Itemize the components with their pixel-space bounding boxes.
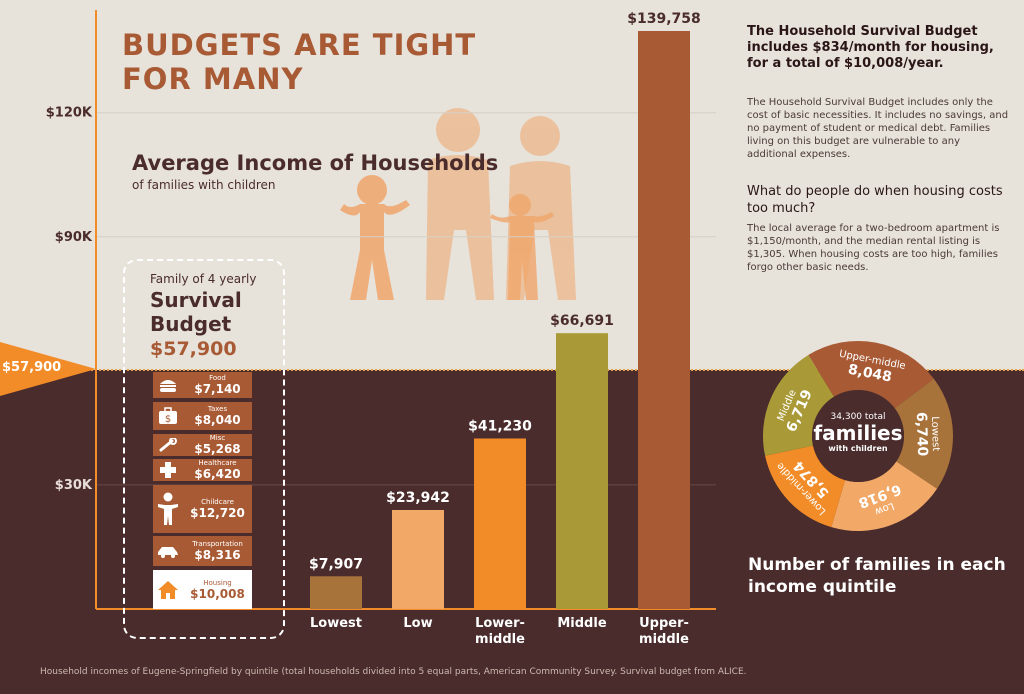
donut-segment-middle xyxy=(763,355,834,456)
donut-center-total: 34,300 total xyxy=(830,412,886,422)
donut-segment-lowest xyxy=(894,378,953,489)
svg-text:$: $ xyxy=(165,414,171,425)
budget-item-value: $8,040 xyxy=(194,413,241,427)
survival-budget-total: $57,900 xyxy=(150,338,237,360)
donut-segment-low xyxy=(831,461,938,531)
families-donut-chart: Upper-middle8,048Lowest6,740Low6,918Lowe… xyxy=(763,341,953,531)
budget-item-name: Food xyxy=(209,374,226,382)
donut-segment-lower-middle xyxy=(765,445,846,528)
bar-upper-middle xyxy=(638,31,690,609)
bar-value-label: $23,942 xyxy=(386,490,450,506)
budget-item-value: $5,268 xyxy=(194,442,241,456)
car-icon xyxy=(153,544,183,558)
right-paragraph-1: The Household Survival Budget includes o… xyxy=(747,97,1009,160)
budget-item-healthcare: Healthcare $6,420 xyxy=(153,459,252,481)
budget-item-misc: Misc $5,268 xyxy=(153,434,252,456)
budget-item-value: $6,420 xyxy=(194,467,241,481)
budget-item-name: Healthcare xyxy=(198,459,237,467)
income-bar-chart: $30K $90K $120K $7,907 Lowest $23,942 Low $41,2… xyxy=(46,10,716,647)
budget-item-value: $10,008 xyxy=(190,586,245,601)
donut-hole xyxy=(812,390,904,482)
budget-item-name: Housing xyxy=(203,578,232,587)
y-tick-label: $90K xyxy=(55,230,93,245)
survival-threshold-line xyxy=(0,369,1024,371)
donut-center: 34,300 total families with children xyxy=(812,412,904,453)
survival-budget-box xyxy=(123,259,285,639)
survival-budget-heading-small: Family of 4 yearly xyxy=(150,272,257,286)
bar-value-label: $66,691 xyxy=(550,313,614,329)
budget-item-value: $8,316 xyxy=(194,548,241,562)
medical-cross-icon xyxy=(153,461,183,479)
briefcase-dollar-icon: $ xyxy=(153,407,183,425)
x-category-label: Low xyxy=(403,616,432,631)
wrench-icon xyxy=(153,438,183,452)
headline: BUDGETS ARE TIGHT FOR MANY xyxy=(122,28,477,96)
survival-marker xyxy=(0,342,96,396)
budget-item-name: Misc xyxy=(209,434,226,442)
burger-icon xyxy=(153,377,183,393)
budget-item-name: Childcare xyxy=(201,498,234,506)
right-question: What do people do when housing costs too… xyxy=(747,184,1003,216)
chart-title: Average Income of Households xyxy=(132,151,499,175)
budget-item-name: Taxes xyxy=(207,405,228,413)
x-category-label: Lowest xyxy=(310,616,362,631)
bar-value-label: $7,907 xyxy=(309,556,363,572)
budget-item-name: Transportation xyxy=(192,540,243,548)
donut-segment-upper-middle xyxy=(808,341,934,409)
budget-item-transportation: Transportation $8,316 xyxy=(153,536,252,566)
x-category-label: Upper-middle xyxy=(639,616,689,647)
x-category-label: Middle xyxy=(557,616,606,631)
survival-budget-heading: Survival Budget xyxy=(150,288,242,336)
survival-budget-header: Family of 4 yearly Survival Budget $57,9… xyxy=(150,272,280,360)
bar-lowest xyxy=(310,576,362,609)
right-paragraph-2: The local average for a two-bedroom apar… xyxy=(747,223,1000,273)
x-category-label: Lower-middle xyxy=(475,616,525,647)
child-icon xyxy=(153,492,183,526)
donut-center-families: families xyxy=(813,421,903,445)
y-tick-label: $120K xyxy=(46,106,93,121)
budget-item-food: Food $7,140 xyxy=(153,372,252,398)
donut-center-subtitle: with children xyxy=(828,444,888,453)
donut-segment-name: Lowest xyxy=(929,416,941,451)
y-tick-label: $30K xyxy=(55,478,93,493)
donut-segment-value: 6,740 xyxy=(913,412,930,457)
bar-lower-middle xyxy=(474,438,526,609)
budget-item-taxes: $ Taxes $8,040 xyxy=(153,402,252,430)
bar-value-label: $139,758 xyxy=(627,11,701,27)
chart-subtitle: of families with children xyxy=(132,178,276,192)
budget-item-childcare: Childcare $12,720 xyxy=(153,485,252,533)
budget-item-value: $7,140 xyxy=(194,382,241,396)
bar-value-label: $41,230 xyxy=(468,418,532,434)
donut-caption: Number of families in each income quinti… xyxy=(748,555,1006,597)
survival-marker-label: $57,900 xyxy=(2,360,62,375)
budget-item-housing: Housing $10,008 xyxy=(153,570,252,609)
right-headline: The Household Survival Budget includes $… xyxy=(747,24,994,71)
budget-item-value: $12,720 xyxy=(190,506,245,520)
footnote: Household incomes of Eugene-Springfield … xyxy=(40,667,747,677)
bar-middle xyxy=(556,333,608,609)
bar-low xyxy=(392,509,444,609)
house-icon xyxy=(153,580,183,600)
family-illustration xyxy=(340,108,576,300)
